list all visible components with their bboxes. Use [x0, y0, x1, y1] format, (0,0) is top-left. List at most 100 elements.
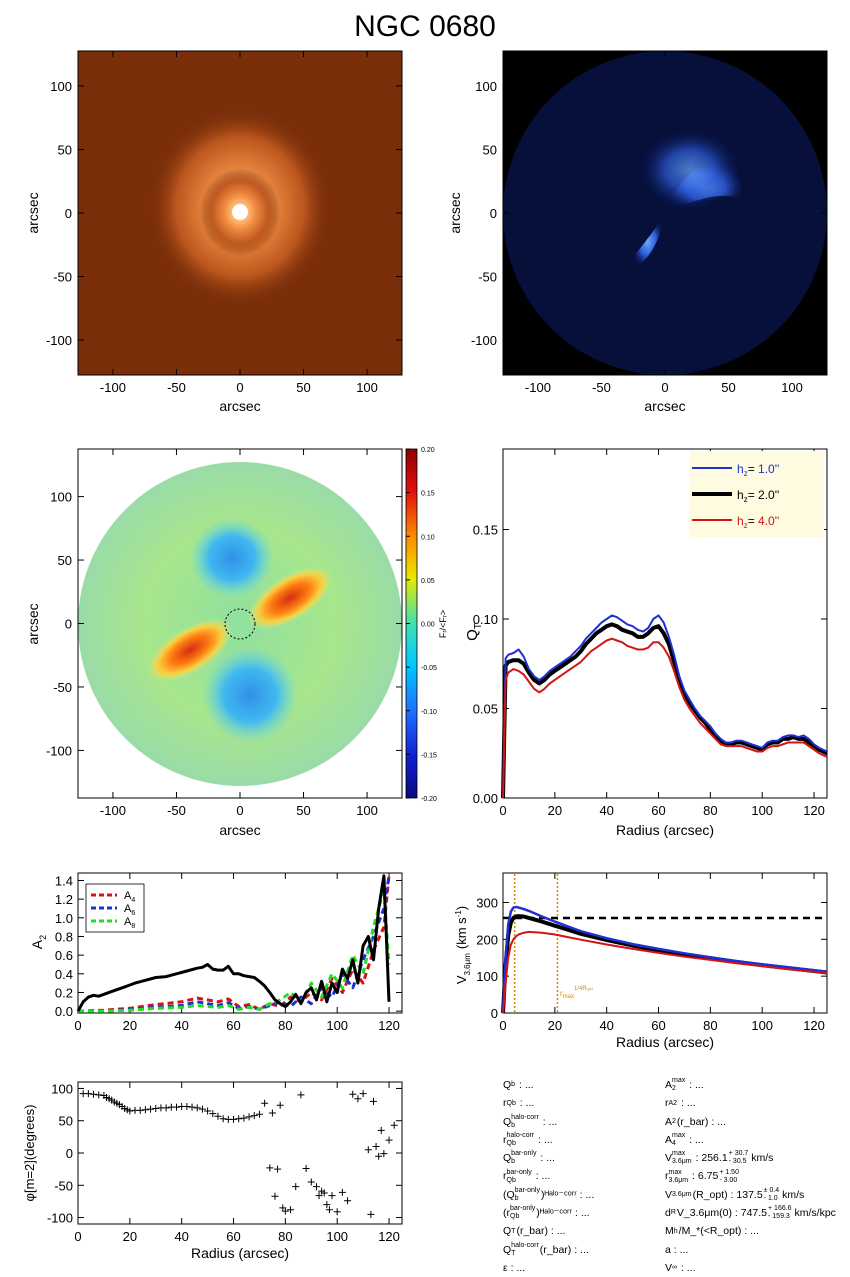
- x-tick-label: 100: [326, 1018, 348, 1033]
- legend-label-blue: hz= 1.0'': [737, 462, 779, 478]
- y-tick-label: 50: [483, 142, 497, 157]
- info-part: (r_bar) : ...: [516, 1225, 566, 1238]
- colorbar-tick-label: -0.15: [421, 752, 437, 759]
- a2-legend-A: A: [124, 916, 132, 928]
- y-tick-label: -50: [478, 270, 497, 285]
- info-scripts: h: [674, 1228, 678, 1236]
- phi-point: [209, 1110, 217, 1118]
- x-tick-label: 100: [356, 380, 378, 395]
- a2-legend-sub: 6: [131, 910, 135, 917]
- info-part: /M_*(<R_opt) : ...: [678, 1225, 759, 1238]
- phi-point: [162, 1104, 170, 1112]
- info-line: r A2 : ...: [665, 1094, 836, 1112]
- phi-point: [281, 1207, 289, 1215]
- phi-point: [354, 1095, 362, 1103]
- phi-point: [219, 1115, 227, 1123]
- x-tick-label: 20: [548, 1018, 562, 1033]
- phi-point: [320, 1189, 328, 1197]
- residual-ylabel: arcsec: [447, 192, 463, 233]
- qt-line-black: [501, 622, 828, 799]
- a2-line-A8: [78, 888, 391, 1013]
- info-part: )ᴴᵃˡᵒ⁻ᶜᵒʳʳ : ...: [536, 1207, 590, 1220]
- info-sub: h: [673, 1227, 678, 1235]
- info-part: : ...: [678, 1261, 696, 1274]
- phi-point: [84, 1090, 92, 1098]
- info-sub: T: [511, 1249, 516, 1257]
- vcirc-axes: 0 20 40 60 80 100 120 0 100 200 300: [476, 873, 827, 1033]
- colorbar-tick-label: 0.00: [421, 622, 435, 629]
- info-part: (r_bar) : ...: [539, 1243, 589, 1256]
- info-errors: + 166.6- 159.3: [768, 1205, 792, 1221]
- info-sub: ∞: [672, 1264, 678, 1272]
- phi-point: [214, 1112, 222, 1120]
- info-sub: 3.6μm: [672, 1158, 692, 1166]
- info-line: V ∞ : ...: [665, 1259, 836, 1277]
- y-tick-label: 0: [66, 1146, 73, 1161]
- phi-point: [183, 1103, 191, 1111]
- phi-xlabel: Radius (arcsec): [191, 1245, 289, 1261]
- info-line: V 3.6μm (R_opt) : 137.5 ± 0.4- 1.0 km/s: [665, 1186, 836, 1204]
- x-tick-label: -100: [525, 380, 551, 395]
- phi-panel: 0 20 40 60 80 100 120 100 50 0 -50 -100 Radius (arc…: [22, 1081, 403, 1261]
- info-sub: Qb: [506, 1099, 516, 1107]
- force-hot-lobe-left: [147, 618, 233, 682]
- legend-label-black: hz= 2.0'': [737, 488, 779, 504]
- info-scripts: halo-corr T: [511, 1242, 539, 1258]
- info-part: r: [665, 1097, 669, 1110]
- phi-point: [90, 1090, 98, 1098]
- phi-point: [266, 1164, 274, 1172]
- info-part: V: [665, 1152, 673, 1165]
- x-tick-label: 0: [499, 803, 506, 818]
- vcirc-ylabel-main: V: [454, 975, 469, 984]
- info-part: km/s/kpc: [791, 1207, 836, 1220]
- colorbar-tick-label: 0.10: [421, 534, 435, 541]
- phi-point: [240, 1114, 248, 1122]
- info-sub: T: [511, 1227, 516, 1235]
- legend-value: 2.0'': [758, 488, 779, 502]
- info-part: Q: [503, 1152, 512, 1165]
- qt-ylabel-sub: T: [473, 623, 484, 629]
- info-scripts: ∞: [672, 1264, 677, 1272]
- a2-legend-sub: 8: [131, 923, 135, 930]
- qt-legend: hz= 1.0''hz= 2.0''hz= 4.0'': [692, 462, 779, 530]
- phi-point: [328, 1192, 336, 1200]
- vcirc-series: [501, 874, 828, 1014]
- info-err-minus: - 30.5: [728, 1158, 747, 1166]
- phi-point: [307, 1178, 315, 1186]
- colorbar-label: Fᵣ/<Fᵣ>: [438, 610, 448, 638]
- legend-h: h: [737, 488, 744, 502]
- info-part: : ...: [539, 1115, 558, 1128]
- info-sub: R: [670, 1209, 676, 1217]
- x-tick-label: 50: [721, 380, 735, 395]
- phi-point: [312, 1183, 320, 1191]
- phi-point: [136, 1106, 144, 1114]
- qt-ylabel: QT: [464, 623, 484, 641]
- phi-point: [235, 1115, 243, 1123]
- x-tick-label: 60: [226, 1018, 240, 1033]
- info-line: d R V_3.6μm(0) : 747.5 + 166.6- 159.3 km/s…: [665, 1204, 836, 1222]
- rmax-sup: 1/4Rₒₚₜ: [574, 986, 594, 992]
- info-err-minus: - 1.0: [763, 1195, 778, 1202]
- phi-point: [375, 1152, 383, 1160]
- info-sup: max: [668, 1168, 682, 1176]
- colorbar-tick-label: -0.10: [421, 709, 437, 716]
- x-tick-label: -50: [592, 380, 611, 395]
- info-line: Q b : ...: [503, 1076, 594, 1094]
- info-part: : ...: [532, 1170, 551, 1183]
- qt-xlabel: Radius (arcsec): [616, 822, 714, 838]
- x-tick-label: 100: [326, 1229, 348, 1244]
- info-part: Q: [503, 1243, 512, 1256]
- info-part: (Q: [503, 1188, 515, 1201]
- legend-z: z: [744, 521, 748, 530]
- info-sub: b: [511, 1121, 516, 1129]
- info-sub: b: [514, 1195, 519, 1202]
- colorbar-axis: 0.20 0.15 0.10 0.05 0.00 -0.05 -0.10 -0.15 -0.20: [406, 447, 437, 803]
- info-part: r: [503, 1097, 507, 1110]
- info-scripts: bar-only b: [511, 1150, 536, 1166]
- y-tick-label: -50: [53, 680, 72, 695]
- force-panel: -100 -50 0 50 100 100 50 0 -50 -100 arcsec arcsec…: [25, 447, 448, 838]
- info-part: r: [503, 1170, 507, 1183]
- a2-ylabel: A2: [29, 935, 48, 949]
